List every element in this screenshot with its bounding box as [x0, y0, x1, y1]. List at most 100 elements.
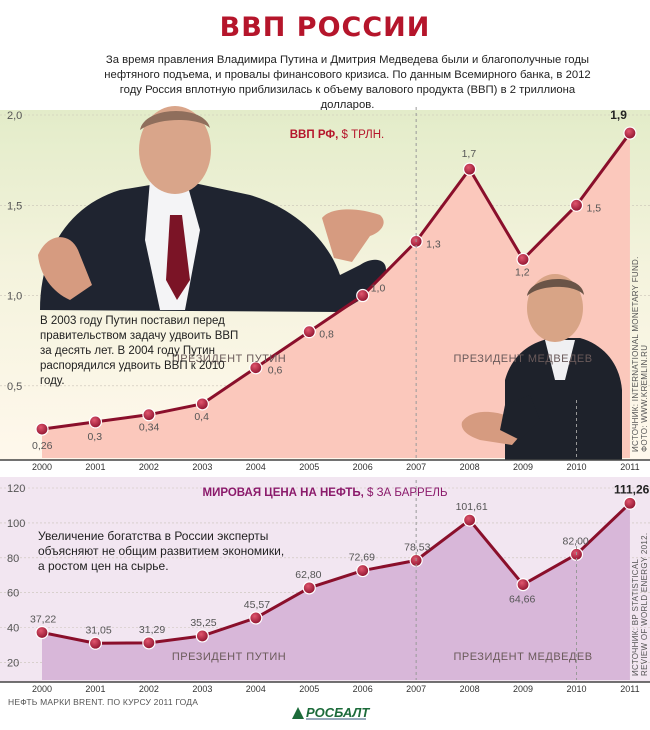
oil-chart-title: МИРОВАЯ ЦЕНА НА НЕФТЬ, $ ЗА БАРРЕЛЬ [202, 487, 447, 499]
gdp-data-point [569, 198, 584, 212]
gdp-area-fill [42, 133, 630, 459]
gdp-data-point [356, 288, 370, 303]
oil-data-point [249, 611, 263, 625]
gdp-value-label: 1,0 [371, 283, 386, 295]
gdp-note: В 2003 году Путин поставил перед правите… [40, 315, 239, 387]
oil-data-point [88, 636, 103, 650]
oil-value-label: 82,00 [563, 535, 589, 547]
gdp-value-label: 0,3 [87, 431, 102, 443]
gdp-data-point [88, 415, 103, 429]
oil-value-label: 45,57 [244, 599, 270, 611]
gdp-y-tick-label: 2,0 [7, 110, 22, 122]
putin-photo [38, 106, 386, 312]
gdp-x-tick-label: 2000 [32, 462, 52, 472]
oil-y-tick-label: 80 [7, 553, 19, 565]
oil-value-label: 35,25 [190, 617, 216, 629]
oil-series-line [41, 502, 631, 645]
gdp-data-point [35, 422, 49, 436]
oil-x-tick-label: 2001 [85, 684, 105, 694]
oil-data-point [356, 563, 370, 578]
oil-chart-title-main: МИРОВАЯ ЦЕНА НА НЕФТЬ, [202, 487, 367, 499]
gdp-value-label: 0,26 [32, 440, 53, 452]
gdp-value-label: 1,5 [587, 202, 602, 214]
oil-value-label: 31,05 [85, 624, 111, 636]
gdp-source-line1: ИСТОЧНИК: INTERNATIONAL MONETARY FUND. [631, 256, 640, 452]
oil-y-tick-label: 40 [7, 623, 19, 635]
gdp-data-point [195, 397, 209, 411]
gdp-x-tick-label: 2003 [192, 462, 212, 472]
page-title: ВВП РОССИИ [219, 12, 431, 43]
oil-x-tick-label: 2000 [32, 684, 52, 694]
gdp-data-point [623, 126, 637, 140]
gdp-x-tick-label: 2001 [85, 462, 105, 472]
gdp-x-tick-label: 2005 [299, 462, 319, 472]
oil-data-point [623, 496, 637, 510]
oil-source-line2: REVIEW OF WORLD ENERGY 2012. [640, 532, 649, 676]
gdp-x-tick-label: 2008 [460, 462, 480, 472]
oil-data-point [142, 636, 156, 650]
oil-value-label: 64,66 [509, 594, 535, 606]
oil-value-label: 72,69 [349, 552, 375, 564]
footnote: НЕФТЬ МАРКИ BRENT. ПО КУРСУ 2011 ГОДА [8, 697, 199, 707]
oil-note: Увеличение богатства в России эксперты о… [38, 529, 285, 573]
oil-y-tick-label: 120 [7, 483, 25, 495]
oil-data-point [463, 513, 477, 527]
gdp-value-label: 0,4 [194, 411, 209, 423]
oil-data-point [195, 629, 209, 643]
gdp-value-label: 1,3 [426, 238, 441, 250]
oil-x-tick-label: 2003 [192, 684, 212, 694]
oil-source-line1: ИСТОЧНИК: BP STATISTICAL [631, 558, 640, 676]
gdp-x-tick-label: 2011 [620, 462, 639, 472]
intro-text: За время правления Владимира Путина и Дм… [104, 54, 591, 111]
gdp-period-label: ПРЕЗИДЕНТ МЕДВЕДЕВ [453, 353, 592, 365]
oil-x-tick-label: 2008 [460, 684, 480, 694]
oil-y-tick-label: 100 [7, 518, 25, 530]
oil-y-tick-label: 60 [7, 588, 19, 600]
gdp-value-label: 0,6 [268, 365, 283, 377]
gdp-chart-title-unit: $ ТРЛН. [342, 129, 385, 141]
oil-period-label: ПРЕЗИДЕНТ ПУТИН [172, 651, 286, 663]
oil-x-tick-label: 2010 [566, 684, 586, 694]
oil-value-label: 62,80 [295, 569, 321, 581]
gdp-x-tick-label: 2010 [566, 462, 586, 472]
gdp-value-label: 1,7 [462, 148, 477, 160]
gdp-data-point [302, 325, 316, 339]
oil-x-tick-label: 2002 [139, 684, 159, 694]
oil-area-fill [42, 503, 630, 680]
gdp-x-tick-label: 2009 [513, 462, 533, 472]
gdp-source-line2: ФОТО: WWW.KREMLIN.RU [640, 344, 649, 452]
gdp-x-tick-label: 2002 [139, 462, 159, 472]
gdp-period-label: ПРЕЗИДЕНТ ПУТИН [172, 353, 286, 365]
oil-value-label: 78,53 [404, 541, 430, 553]
oil-data-point [516, 577, 530, 592]
gdp-x-tick-label: 2007 [406, 462, 426, 472]
oil-value-label: 101,61 [456, 501, 488, 513]
gdp-x-tick-label: 2006 [353, 462, 373, 472]
logo-underline [306, 718, 366, 720]
gdp-value-label: 0,8 [319, 329, 334, 341]
gdp-y-tick-label: 1,5 [7, 200, 22, 212]
oil-value-label: 31,29 [139, 624, 165, 636]
gdp-x-tick-label: 2004 [246, 462, 266, 472]
oil-x-tick-label: 2004 [246, 684, 266, 694]
oil-value-label: 111,26 [614, 482, 650, 496]
rosbalt-logo: РОСБАЛТ [292, 704, 370, 722]
oil-period-label: ПРЕЗИДЕНТ МЕДВЕДЕВ [453, 651, 592, 663]
gdp-data-point [516, 252, 530, 267]
gdp-series-line [41, 132, 632, 431]
logo-text: РОСБАЛТ [306, 705, 370, 720]
logo-triangle-icon [292, 707, 304, 719]
gdp-data-point [142, 408, 156, 422]
oil-x-tick-label: 2009 [513, 684, 533, 694]
oil-x-tick-label: 2006 [353, 684, 373, 694]
gdp-chart-title: ВВП РФ, $ ТРЛН. [290, 129, 384, 141]
oil-data-point [302, 581, 316, 595]
oil-y-tick-label: 20 [7, 658, 19, 670]
gdp-y-tick-label: 0,5 [7, 381, 22, 393]
gdp-y-tick-label: 1,0 [7, 291, 22, 303]
oil-chart-title-unit: $ ЗА БАРРЕЛЬ [367, 487, 447, 499]
gdp-value-label: 1,9 [610, 108, 627, 122]
gdp-chart-title-main: ВВП РФ, [290, 129, 342, 141]
gdp-value-label: 0,34 [139, 422, 160, 434]
